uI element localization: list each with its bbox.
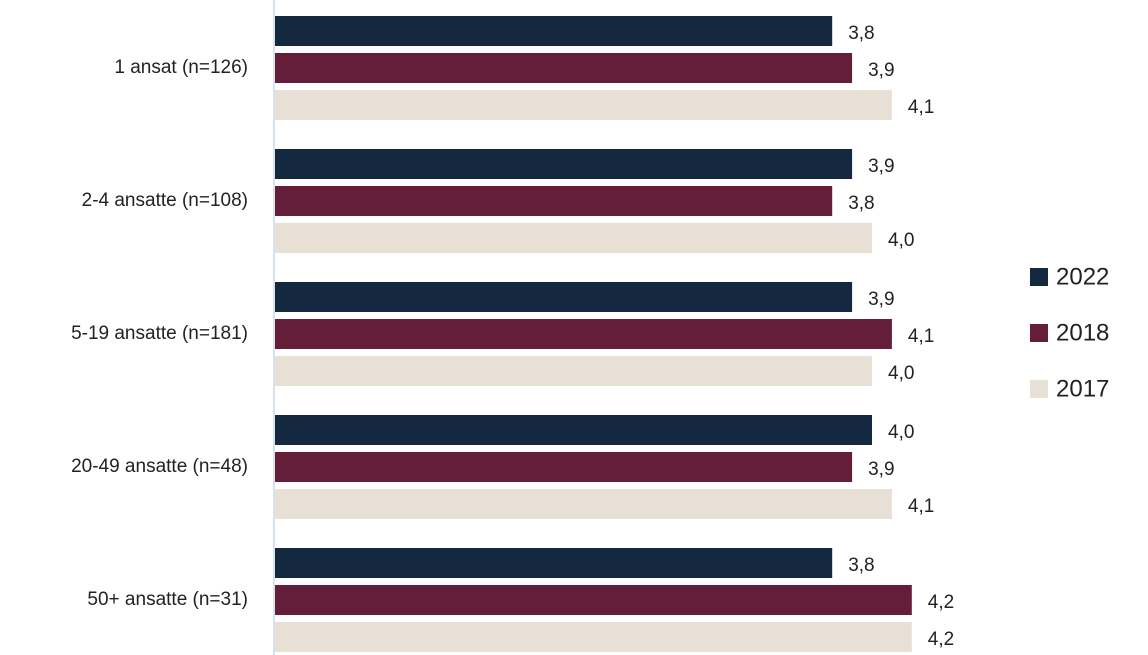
bar	[275, 585, 912, 615]
value-label: 3,8	[848, 193, 874, 214]
bar	[275, 149, 853, 179]
bar	[275, 282, 853, 312]
y-tick-label: 1 ansat (n=126)	[114, 57, 248, 78]
value-label: 4,1	[908, 496, 934, 517]
value-label: 4,1	[908, 326, 934, 347]
y-tick-label: 50+ ansatte (n=31)	[87, 589, 248, 610]
value-label: 3,9	[868, 289, 894, 310]
value-label: 4,1	[908, 97, 934, 118]
bar	[275, 90, 892, 120]
bar	[275, 16, 833, 46]
y-tick-label: 20-49 ansatte (n=48)	[71, 456, 248, 477]
bar	[275, 319, 892, 349]
legend-swatch	[1030, 324, 1048, 342]
bar	[275, 548, 833, 578]
bar	[275, 356, 872, 386]
bar	[275, 186, 833, 216]
value-label: 3,8	[848, 23, 874, 44]
value-label: 4,2	[928, 629, 954, 650]
y-tick-label: 2-4 ansatte (n=108)	[82, 190, 248, 211]
value-label: 4,0	[888, 363, 914, 384]
legend-swatch	[1030, 380, 1048, 398]
bar	[275, 622, 912, 652]
bar	[275, 223, 872, 253]
bar	[275, 415, 872, 445]
value-label: 3,9	[868, 60, 894, 81]
value-label: 4,2	[928, 592, 954, 613]
value-label: 3,8	[848, 555, 874, 576]
value-label: 4,0	[888, 230, 914, 251]
value-label: 3,9	[868, 459, 894, 480]
bar	[275, 452, 853, 482]
y-tick-label: 5-19 ansatte (n=181)	[71, 323, 248, 344]
value-label: 4,0	[888, 422, 914, 443]
legend-label: 2022	[1056, 263, 1109, 290]
legend-swatch	[1030, 268, 1048, 286]
bar	[275, 489, 892, 519]
legend-label: 2017	[1056, 375, 1109, 402]
bar	[275, 53, 853, 83]
legend-label: 2018	[1056, 319, 1109, 346]
value-label: 3,9	[868, 156, 894, 177]
